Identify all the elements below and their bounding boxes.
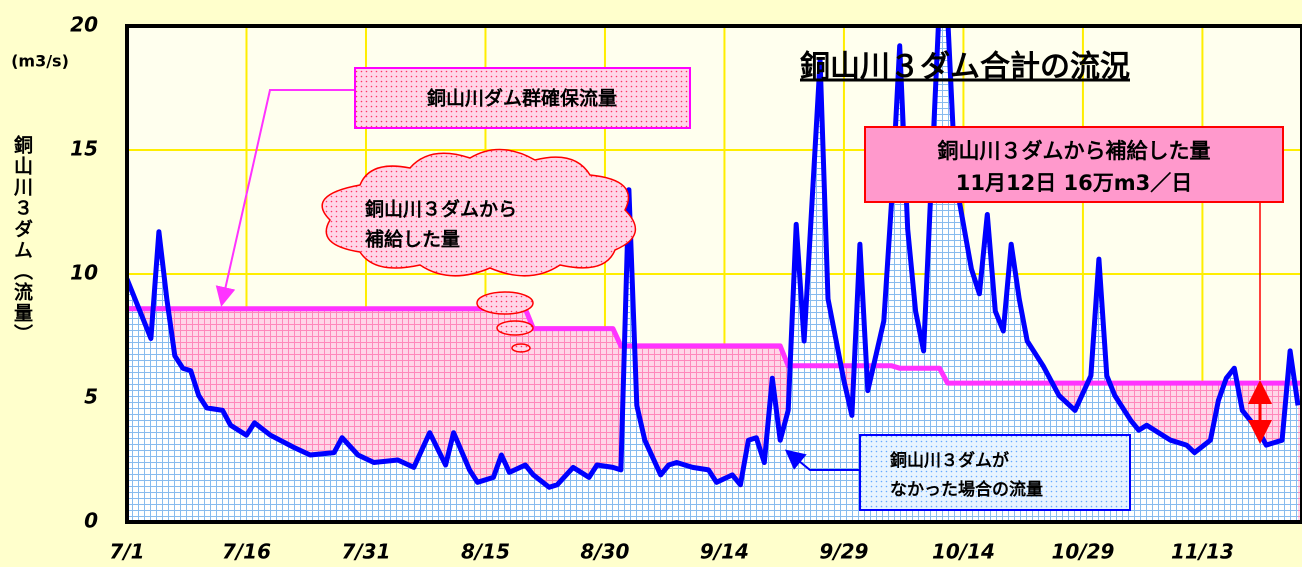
leader-line — [784, 449, 860, 471]
x-tick-label: 9/14 — [700, 540, 749, 564]
annotation-text: 銅山川３ダムが — [890, 450, 1009, 471]
x-tick-label: 7/31 — [341, 540, 390, 564]
x-tick-label: 8/15 — [461, 540, 510, 564]
x-tick-label: 10/29 — [1051, 540, 1114, 564]
line — [127, 26, 1301, 490]
annotation-text: なかった場合の流量 — [890, 479, 1043, 500]
annotation-box — [859, 434, 1131, 511]
y-tick-label: 5 — [84, 385, 98, 409]
annotation-text: 補給した量 — [364, 228, 460, 251]
x-tick-label: 8/30 — [580, 540, 629, 564]
y-tick-label: 10 — [70, 261, 98, 285]
y-tick-label: 15 — [70, 137, 98, 161]
x-tick-label: 10/14 — [932, 540, 995, 564]
x-tick-label: 7/1 — [109, 540, 144, 564]
x-tick-label: 9/29 — [819, 540, 868, 564]
y-tick-label: 0 — [84, 509, 98, 533]
y-unit: (m3/s) — [11, 52, 69, 71]
cloud — [321, 148, 637, 353]
y-axis-label: 銅山川３ダム（流量） — [11, 134, 34, 345]
legend-text: 銅山川ダム群確保流量 — [427, 87, 617, 110]
chart-title: 銅山川３ダム合計の流況 — [800, 50, 1130, 85]
plot-border — [125, 24, 1302, 524]
x-tick-label: 11/13 — [1171, 540, 1234, 564]
annotation-text: 銅山川３ダムから — [365, 198, 517, 221]
legend-box — [354, 67, 691, 129]
annotation-text: 銅山川３ダムから補給した量 — [938, 139, 1211, 163]
x-tick-label: 7/16 — [222, 540, 271, 564]
annotation-text: 11月12日 16万m3／日 — [956, 171, 1192, 195]
ticks: 0 5 10 15 20 7/1 7/16 7/31 8/15 8/30 9/14 9/29 10/14… — [70, 13, 1234, 564]
y-tick-label: 20 — [70, 13, 98, 37]
leader-line — [215, 89, 355, 307]
annotation-box — [864, 126, 1284, 203]
area — [127, 26, 1299, 522]
